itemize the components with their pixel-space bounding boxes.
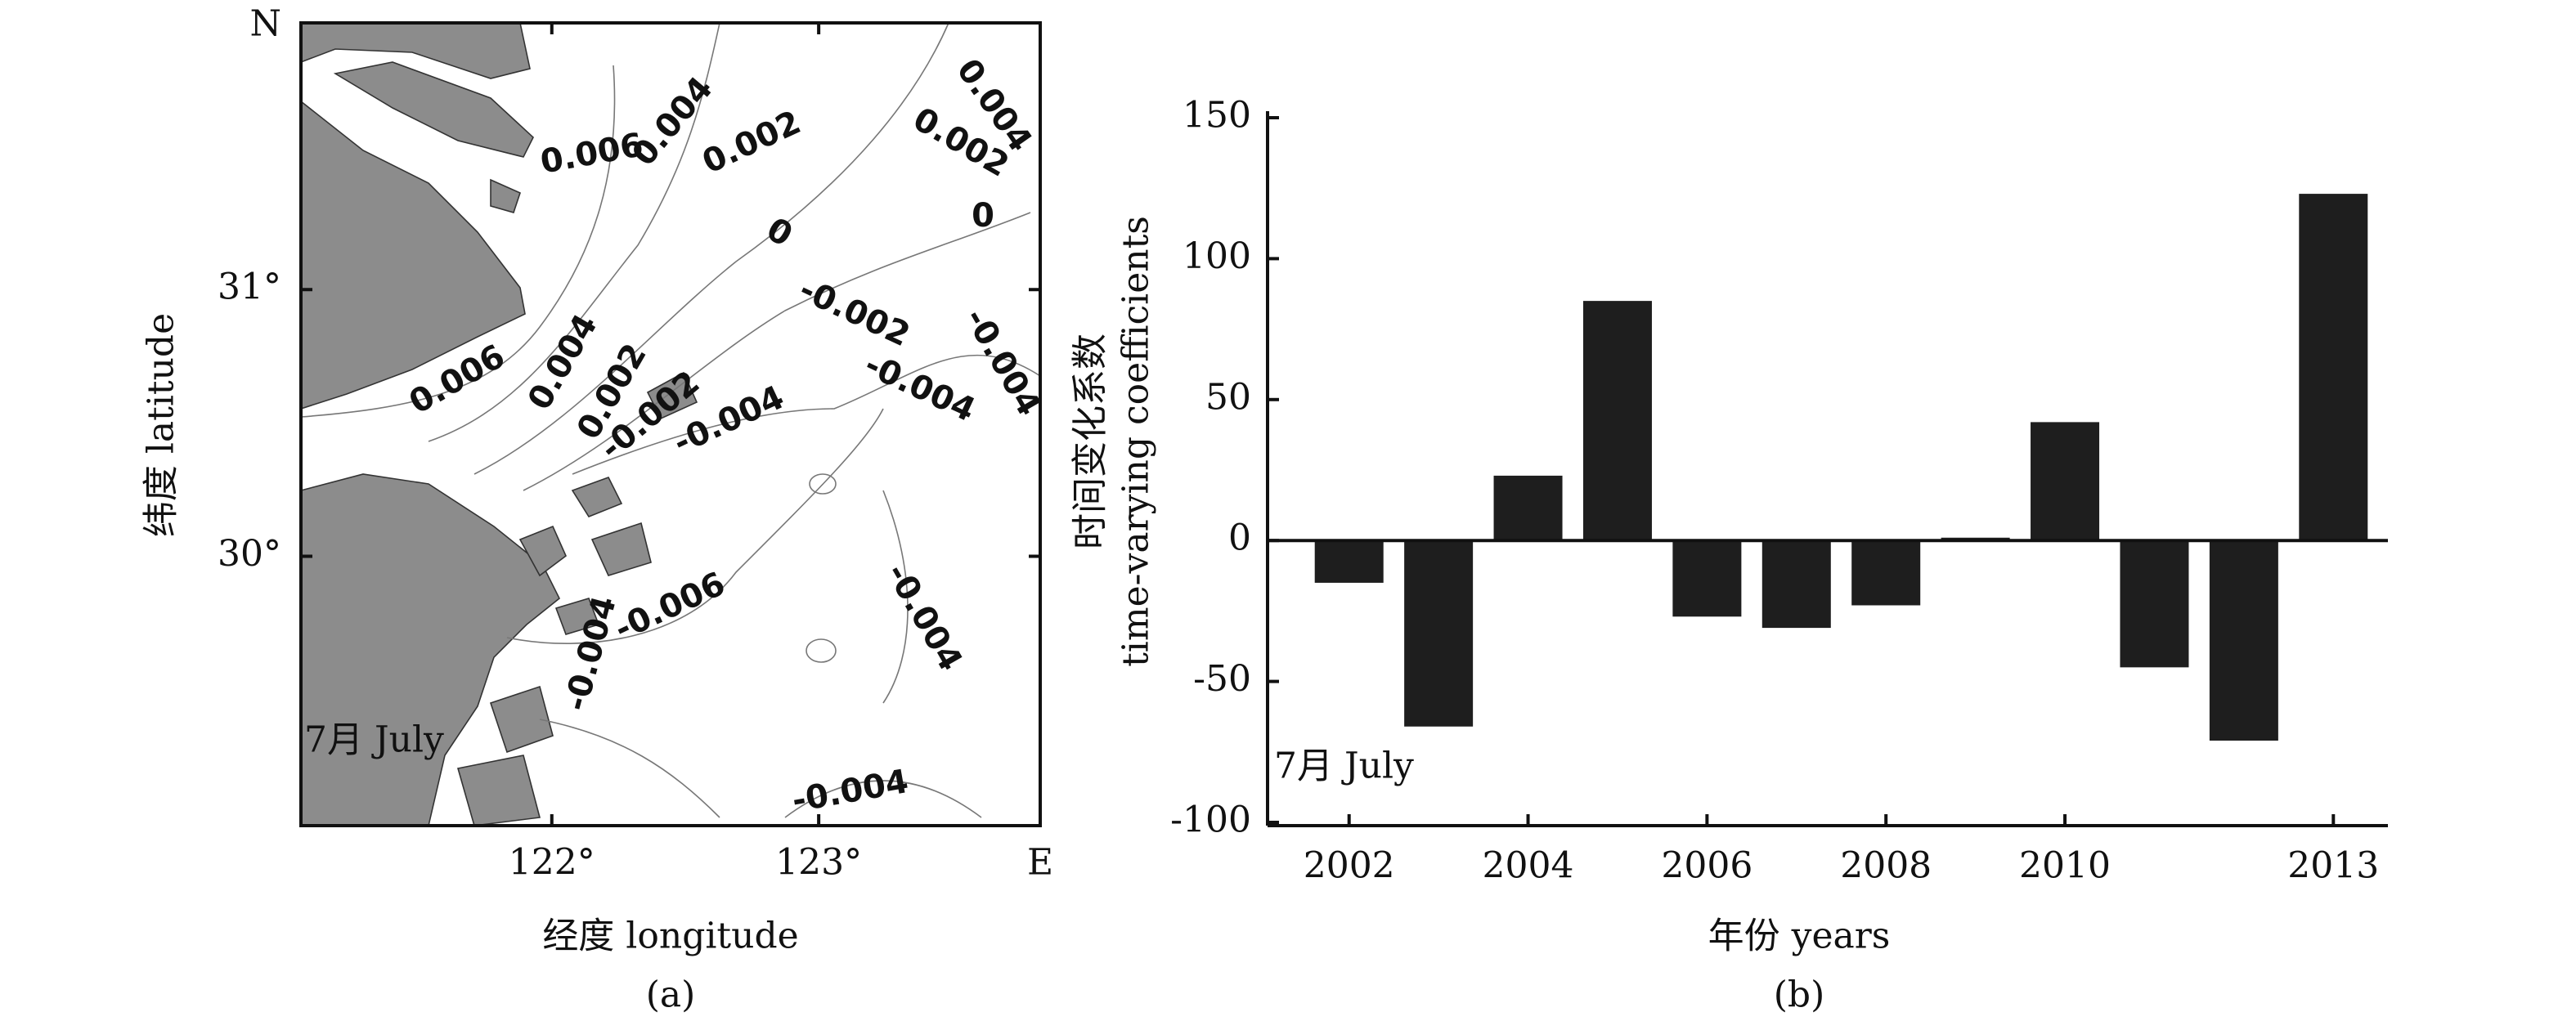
y-tick-label: 150 bbox=[1183, 95, 1251, 137]
y-axis-title: 纬度 latitude bbox=[141, 313, 182, 537]
bar bbox=[1493, 475, 1563, 541]
x-tick-label: 2013 bbox=[2287, 845, 2379, 887]
x-axis-title: 年份 years bbox=[1708, 916, 1891, 957]
x-tick-label: 2010 bbox=[2019, 845, 2111, 887]
bar bbox=[1404, 540, 1474, 727]
contour-label: -0.006 bbox=[609, 565, 731, 648]
bar bbox=[2031, 422, 2100, 541]
x-tick-label: 122° bbox=[509, 842, 595, 884]
caption: (a) bbox=[646, 974, 696, 1016]
east-label: E bbox=[1027, 842, 1053, 884]
x-tick-label: 2008 bbox=[1840, 845, 1932, 887]
x-axis-title: 经度 longitude bbox=[542, 916, 798, 957]
bar bbox=[1582, 301, 1652, 541]
bar bbox=[1314, 540, 1384, 583]
y-tick-label: 0 bbox=[1228, 517, 1251, 559]
north-label: N bbox=[250, 3, 282, 45]
contour-label: -0.004 bbox=[789, 763, 911, 820]
bar bbox=[1672, 540, 1742, 617]
caption: (b) bbox=[1774, 974, 1825, 1016]
contour-label: -0.004 bbox=[859, 346, 981, 429]
y-tick-label: -50 bbox=[1193, 658, 1251, 700]
map-frame bbox=[299, 21, 1042, 827]
contour-label: -0.004 bbox=[878, 558, 969, 678]
y-axis-title: time-varying coefficients bbox=[1115, 216, 1157, 667]
bar bbox=[2120, 540, 2189, 668]
y-tick-label: 50 bbox=[1205, 376, 1251, 418]
x-tick-label: 123° bbox=[775, 842, 862, 884]
contour-label: 0 bbox=[972, 197, 994, 235]
map-contours bbox=[300, 22, 1041, 818]
y-tick-label: 31° bbox=[218, 266, 281, 308]
annotation: 7月 July bbox=[1274, 746, 1414, 787]
x-tick-label: 2006 bbox=[1661, 845, 1752, 887]
bar bbox=[2299, 194, 2368, 541]
contour-label: -0.002 bbox=[793, 271, 915, 354]
contour-label: 0.002 bbox=[697, 104, 806, 181]
bar bbox=[1851, 540, 1921, 606]
x-tick-label: 2002 bbox=[1304, 845, 1395, 887]
map-land bbox=[300, 22, 698, 826]
bar bbox=[2209, 540, 2278, 741]
y-tick-label: 30° bbox=[218, 533, 281, 575]
y-axis-title: 时间变化系数 bbox=[1070, 334, 1111, 549]
annotation: 7月 July bbox=[304, 719, 444, 761]
y-tick-label: -100 bbox=[1170, 799, 1251, 841]
x-tick-label: 2004 bbox=[1483, 845, 1574, 887]
bar bbox=[1761, 540, 1831, 629]
y-tick-label: 100 bbox=[1183, 235, 1251, 277]
